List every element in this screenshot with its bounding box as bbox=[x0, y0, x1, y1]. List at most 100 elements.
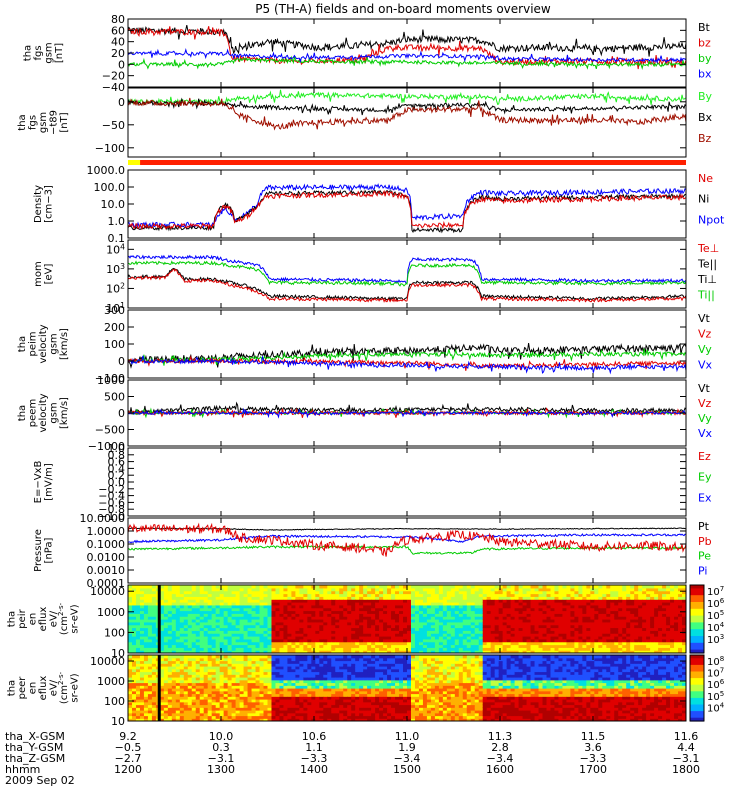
x-tick-label: −3.1 bbox=[208, 752, 235, 765]
panel-fgs_t89: 0 −50 −100 tha fgs gsm −t89 [nT] By Bx Bz bbox=[17, 87, 713, 158]
legend-Ez: Ez bbox=[698, 450, 711, 463]
y-tick-label: 100 bbox=[104, 626, 125, 639]
legend-Vt: Vt bbox=[698, 382, 711, 395]
spectrogram-peer_spec bbox=[128, 655, 686, 721]
colorbar-label: 107 bbox=[707, 585, 724, 598]
y-tick-label: 0.2 bbox=[108, 469, 126, 482]
y-tick-label: 103 bbox=[106, 261, 125, 276]
y-tick-label: 1000 bbox=[97, 374, 125, 387]
y-tick-label: 0 bbox=[118, 96, 125, 109]
series-Npot bbox=[128, 183, 686, 229]
x-tick-label: 11.0 bbox=[395, 730, 420, 743]
y-tick-label: −100 bbox=[95, 142, 125, 155]
y-label-line: tha bbox=[22, 45, 33, 61]
y-label-line: (cm2-s- bbox=[57, 602, 70, 635]
legend-Pt: Pt bbox=[698, 520, 710, 533]
series-Vx bbox=[128, 407, 686, 419]
y-tick-label: −0.6 bbox=[98, 496, 125, 509]
legend-Vy: Vy bbox=[698, 412, 712, 425]
y-tick-label: 1000 bbox=[97, 675, 125, 688]
panel-peem_v: 1000 500 0 −500 −1000 tha peem velocity gsm [km/s… bbox=[17, 374, 713, 453]
y-tick-label: −0.8 bbox=[98, 503, 125, 516]
y-tick-label: 100.0 bbox=[94, 181, 126, 194]
y-tick-label: 10 bbox=[111, 715, 125, 728]
series-group-pressure bbox=[128, 522, 686, 557]
y-label-line: tha bbox=[17, 336, 28, 352]
y-tick-label: 0.0 bbox=[108, 476, 126, 489]
legend-Vx: Vx bbox=[698, 427, 713, 440]
mode-bar-slow bbox=[128, 160, 148, 165]
y-label-line: [nPa] bbox=[43, 537, 54, 563]
y-label-line: gsm bbox=[38, 112, 49, 133]
y-label-line: E=−VxB bbox=[33, 461, 44, 504]
y-label-line: gsm bbox=[43, 42, 54, 63]
x-tick-label: 0.3 bbox=[212, 741, 230, 754]
y-label-line: sr-eV) bbox=[70, 673, 81, 702]
x-tick-label: 1400 bbox=[300, 763, 328, 776]
y-tick-label: 0 bbox=[118, 58, 125, 71]
y-tick-label: 1.0 bbox=[108, 442, 126, 455]
y-label-line: peem bbox=[28, 399, 39, 427]
y-tick-label: −40 bbox=[102, 81, 125, 94]
x-tick-label: 11.3 bbox=[488, 730, 513, 743]
data-gap bbox=[157, 655, 161, 721]
legend-Ne: Ne bbox=[698, 172, 713, 185]
y-tick-label: 300 bbox=[104, 304, 125, 317]
series-Pb bbox=[128, 522, 686, 557]
y-label-line: mom bbox=[33, 261, 44, 287]
y-label-line: velocity bbox=[38, 393, 49, 432]
y-tick-label: 100 bbox=[104, 695, 125, 708]
x-tick-label: −3.4 bbox=[487, 752, 514, 765]
colorbar-label: 105 bbox=[707, 690, 724, 703]
colorbar-label: 105 bbox=[707, 609, 724, 622]
series-group-density bbox=[128, 183, 686, 234]
y-tick-label: 1.0 bbox=[108, 215, 126, 228]
x-row-label: tha_X-GSM bbox=[5, 730, 65, 743]
y-label-line: tha bbox=[17, 114, 28, 130]
y-label-line: fgs bbox=[28, 115, 39, 130]
y-tick-label: 80 bbox=[111, 13, 125, 26]
y-label-line: Density bbox=[33, 185, 44, 223]
x-tick-label: 1500 bbox=[393, 763, 421, 776]
series-Bx bbox=[128, 97, 686, 116]
data-gap bbox=[157, 585, 161, 653]
y-label-line: peim bbox=[28, 331, 39, 356]
x-row-label: tha_Z-GSM bbox=[5, 752, 65, 765]
colorbar-label: 107 bbox=[707, 667, 724, 680]
y-tick-label: −500 bbox=[95, 424, 125, 437]
y-tick-label: 1.0000 bbox=[87, 525, 126, 538]
panel-density: 1000.0 100.0 10.0 1.0 0.1 Density [cm−3] Ne Ni Np… bbox=[33, 164, 725, 245]
legend-Vz: Vz bbox=[698, 397, 712, 410]
y-tick-label: 102 bbox=[106, 281, 125, 296]
y-tick-label: −100 bbox=[95, 372, 125, 385]
y-tick-label: 60 bbox=[111, 24, 125, 37]
series-group-temp bbox=[128, 254, 686, 303]
y-label-line: gsm bbox=[49, 333, 60, 354]
series-Vx bbox=[128, 355, 686, 375]
spectrogram-peir_spec bbox=[128, 585, 686, 653]
x-tick-label: −3.1 bbox=[673, 752, 700, 765]
y-axis-label: tha peer en eflux eV/(cm2-s-sr-eV) bbox=[7, 671, 81, 704]
y-tick-label: −0.2 bbox=[98, 483, 125, 496]
y-label-line: sr-eV) bbox=[70, 604, 81, 633]
y-tick-label: 10.0000 bbox=[80, 512, 126, 525]
x-tick-label: −2.7 bbox=[115, 752, 142, 765]
plot-title: P5 (TH-A) fields and on-board moments ov… bbox=[255, 2, 551, 16]
y-label-line: [nT] bbox=[59, 112, 70, 132]
y-label-line: [mV/m] bbox=[43, 463, 54, 501]
y-label-line: Pressure bbox=[33, 529, 44, 572]
y-label-line: eflux bbox=[38, 607, 49, 632]
x-tick-label: 1800 bbox=[672, 763, 700, 776]
y-tick-label: 20 bbox=[111, 47, 125, 60]
x-tick-label: 1.1 bbox=[305, 741, 323, 754]
y-axis-label: Pressure [nPa] bbox=[33, 529, 55, 572]
x-tick-label: 1300 bbox=[207, 763, 235, 776]
series-Vz bbox=[128, 407, 686, 418]
mode-bar bbox=[128, 160, 687, 165]
x-tick-label: 11.6 bbox=[674, 730, 699, 743]
legend-Ti||: Ti|| bbox=[697, 289, 715, 302]
